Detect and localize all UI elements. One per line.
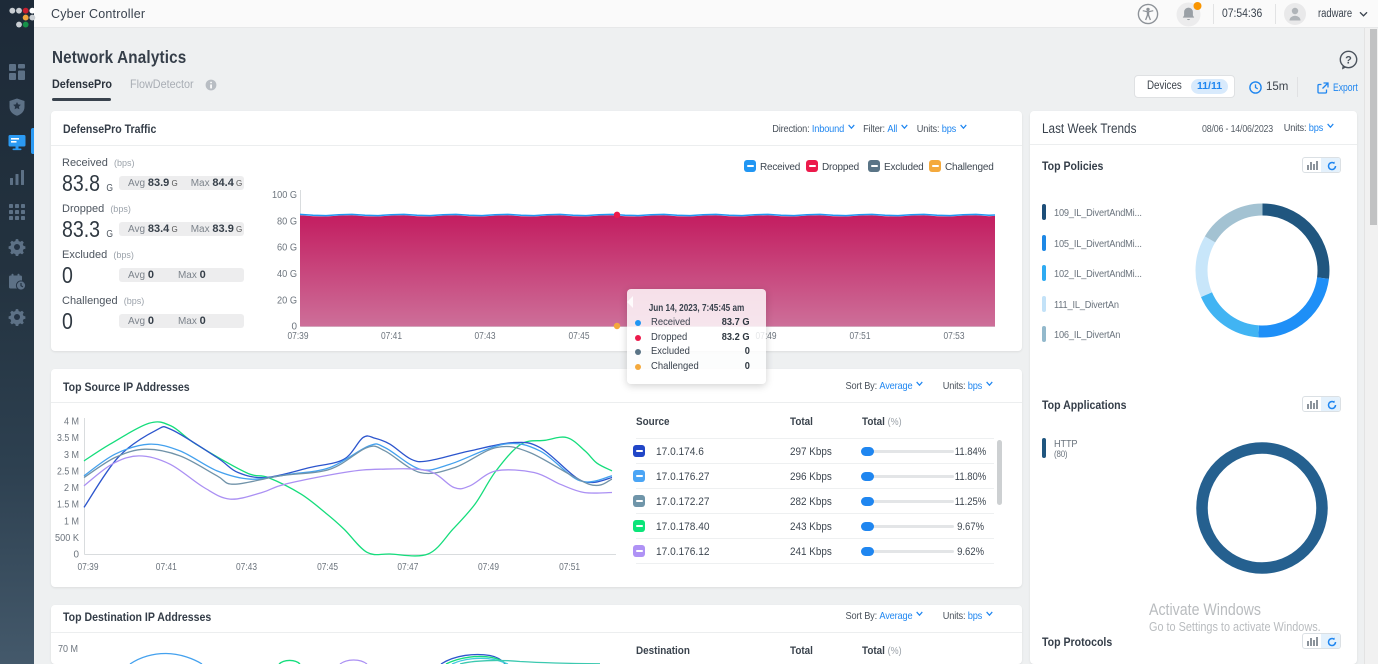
svg-text:?: ? — [1345, 54, 1352, 66]
svg-text:3 M: 3 M — [64, 450, 79, 461]
svg-text:2.5 M: 2.5 M — [57, 467, 79, 478]
svg-text:60 G: 60 G — [277, 243, 297, 254]
svg-text:07:45: 07:45 — [569, 331, 590, 342]
svg-text:07:41: 07:41 — [156, 562, 177, 573]
svg-text:07:49: 07:49 — [756, 331, 777, 342]
svg-text:07:39: 07:39 — [288, 331, 309, 342]
svg-text:70 M: 70 M — [58, 644, 78, 655]
svg-text:2 M: 2 M — [64, 483, 79, 494]
svg-text:07:41: 07:41 — [381, 331, 402, 342]
svg-text:07:51: 07:51 — [559, 562, 580, 573]
svg-text:0: 0 — [292, 322, 298, 333]
svg-text:07:47: 07:47 — [397, 562, 418, 573]
svg-text:07:45: 07:45 — [317, 562, 338, 573]
svg-text:0: 0 — [74, 550, 80, 561]
svg-text:1 M: 1 M — [64, 516, 79, 527]
svg-text:4 M: 4 M — [64, 417, 79, 428]
svg-text:07:49: 07:49 — [478, 562, 499, 573]
svg-text:40 G: 40 G — [277, 269, 297, 280]
svg-text:100 G: 100 G — [272, 190, 297, 201]
svg-text:500 K: 500 K — [55, 533, 79, 544]
svg-text:3.5 M: 3.5 M — [57, 433, 79, 444]
svg-text:20 G: 20 G — [277, 295, 297, 306]
svg-text:1.5 M: 1.5 M — [57, 500, 79, 511]
svg-text:07:51: 07:51 — [850, 331, 871, 342]
svg-text:07:43: 07:43 — [475, 331, 496, 342]
svg-text:07:39: 07:39 — [78, 562, 99, 573]
svg-text:80 G: 80 G — [277, 216, 297, 227]
svg-text:07:43: 07:43 — [236, 562, 257, 573]
svg-text:07:53: 07:53 — [944, 331, 965, 342]
